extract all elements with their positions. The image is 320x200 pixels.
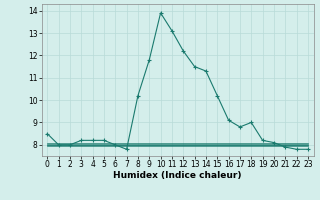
X-axis label: Humidex (Indice chaleur): Humidex (Indice chaleur) bbox=[113, 171, 242, 180]
